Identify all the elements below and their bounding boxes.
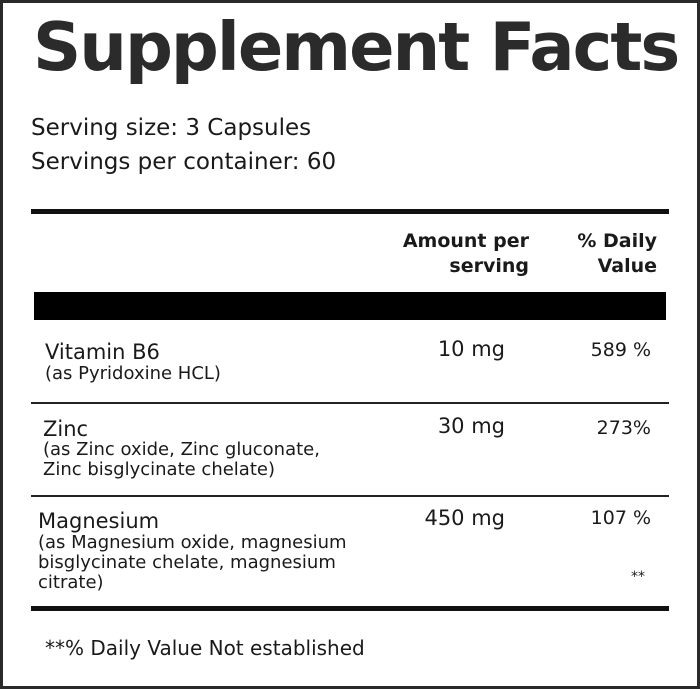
- header-amount-per-serving: Amount per serving: [402, 230, 529, 277]
- serving-size: Serving size: 3 Capsules: [31, 115, 312, 141]
- row-divider: [31, 402, 669, 404]
- footnote: **% Daily Value Not established: [45, 636, 365, 660]
- servings-per-container: Servings per container: 60: [31, 149, 337, 175]
- bottom-divider: [31, 606, 669, 611]
- row-divider: [31, 495, 669, 497]
- row-vitamin-b6-daily-value: 589 %: [590, 339, 651, 361]
- header-black-bar: [34, 292, 666, 320]
- row-magnesium-marker: **: [631, 569, 645, 585]
- row-zinc-name: Zinc: [43, 417, 89, 441]
- row-magnesium-name: Magnesium: [38, 509, 160, 533]
- top-divider: [31, 209, 669, 214]
- page-title: Supplement Facts: [33, 8, 680, 86]
- row-magnesium-daily-value: 107 %: [590, 507, 651, 529]
- row-vitamin-b6-amount: 10 mg: [437, 337, 505, 361]
- row-vitamin-b6-detail: (as Pyridoxine HCL): [45, 363, 221, 384]
- row-zinc-detail: (as Zinc oxide, Zinc gluconate, Zinc bis…: [43, 439, 320, 480]
- row-zinc-amount: 30 mg: [437, 414, 505, 438]
- row-vitamin-b6-name: Vitamin B6: [45, 340, 160, 364]
- row-magnesium-detail: (as Magnesium oxide, magnesium bisglycin…: [38, 532, 347, 593]
- row-zinc-daily-value: 273%: [596, 417, 651, 439]
- header-daily-value: % Daily Value: [577, 230, 657, 277]
- row-magnesium-amount: 450 mg: [424, 506, 505, 530]
